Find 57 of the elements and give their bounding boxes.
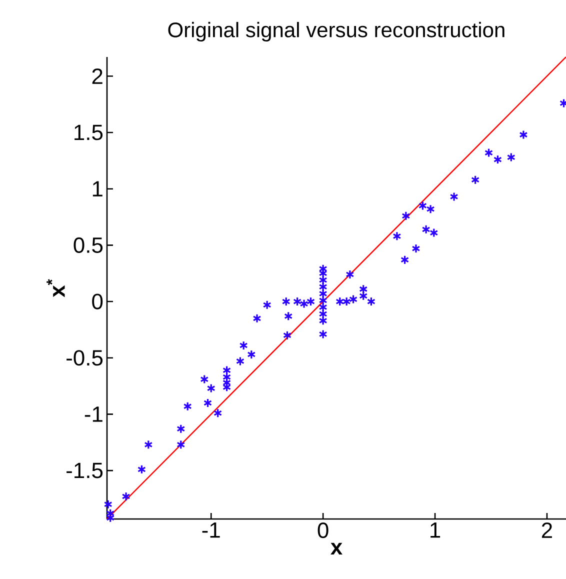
point (342, 296, 351, 306)
x-tick-label: -1 (202, 522, 220, 538)
point (519, 130, 528, 140)
point (430, 228, 438, 238)
y-tick-label: 0.5 (74, 237, 103, 253)
y-tick-label: -1 (84, 406, 102, 422)
point (336, 296, 344, 306)
point (471, 175, 480, 185)
x-tick-label: 1 (430, 522, 440, 538)
point (484, 148, 494, 158)
point (200, 374, 209, 384)
point (144, 440, 153, 450)
point (346, 270, 354, 280)
point (176, 440, 186, 450)
chart-title: Original signal versus reconstruction (168, 22, 504, 42)
y-tick-label: 1 (92, 181, 102, 196)
point (349, 294, 358, 304)
point (402, 211, 410, 221)
point (262, 300, 272, 310)
point (282, 296, 290, 306)
y-tick-label: -1.5 (66, 462, 103, 478)
point (306, 296, 316, 306)
x-tick-label: 0 (318, 522, 328, 538)
point (176, 424, 186, 434)
x-tick-label: 2 (542, 522, 552, 538)
point (214, 408, 222, 418)
y-tick-label: 2 (92, 68, 102, 84)
point (284, 311, 293, 321)
point (203, 398, 212, 408)
y-tick-label: 0 (92, 294, 103, 310)
point (106, 513, 115, 523)
point (366, 296, 376, 306)
point (412, 244, 420, 254)
point (300, 298, 308, 309)
point (506, 152, 516, 162)
point (318, 329, 328, 339)
point (282, 330, 292, 340)
point (293, 296, 302, 306)
point (493, 154, 502, 164)
point (239, 340, 248, 350)
point (426, 204, 435, 214)
point (400, 255, 410, 265)
point (392, 231, 402, 241)
point (122, 492, 130, 502)
y-axis-title: x$^{*}$ (46, 279, 65, 298)
point (206, 383, 216, 394)
point (137, 464, 146, 474)
point (236, 356, 244, 366)
point (422, 224, 430, 234)
point (418, 200, 427, 211)
point (247, 350, 256, 360)
y-tick-label: -0.5 (66, 350, 103, 366)
point (183, 402, 192, 412)
point (450, 192, 458, 202)
x-axis-title: x (330, 542, 342, 555)
point (252, 314, 262, 324)
y-tick-label: 1.5 (74, 124, 103, 140)
